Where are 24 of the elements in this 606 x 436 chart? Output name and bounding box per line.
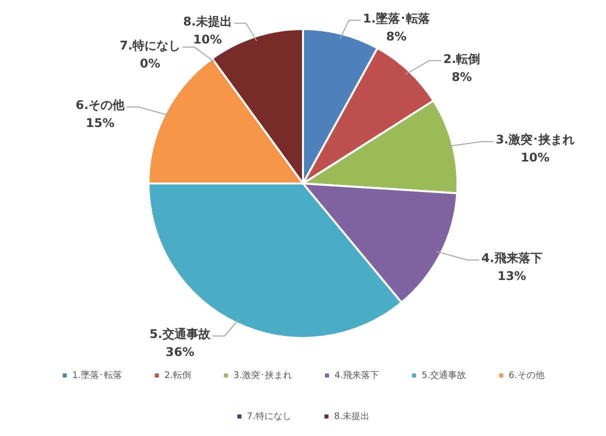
slice-label: 8.未提出 [183, 14, 232, 28]
data-label: 13% [497, 269, 526, 284]
slice-label: 6.その他 [76, 98, 126, 112]
slice-label: 5.交通事故 [150, 327, 212, 342]
legend-label: 7.特になし [246, 410, 292, 422]
data-label: 8% [386, 29, 407, 44]
data-label: 8% [452, 70, 472, 84]
text: 0% [140, 56, 160, 70]
slice-label: 3.激突･挟まれ [496, 132, 575, 147]
data-label: 36% [166, 345, 194, 360]
data-label: 10% [520, 150, 550, 165]
legend-label: 2.転倒 [164, 370, 191, 381]
data-label: 15% [86, 116, 115, 130]
legend-label: 5.交通事故 [422, 370, 466, 381]
legend-label: 4.飛来落下 [334, 370, 380, 381]
legend-label: 3.激突･挟まれ [233, 370, 292, 381]
slice-label: 1.墜落･転落 [362, 11, 431, 26]
slice-label: 4.飛来落下 [481, 251, 542, 266]
legend-label: 1.墜落･転落 [72, 370, 122, 381]
legend-label: 6.その他 [508, 370, 544, 381]
category-label: 7.特になし [120, 38, 181, 52]
legend-label: 8.未提出 [334, 410, 370, 422]
data-label: 10% [193, 32, 222, 46]
slice-label: 2.転倒 [443, 52, 480, 66]
